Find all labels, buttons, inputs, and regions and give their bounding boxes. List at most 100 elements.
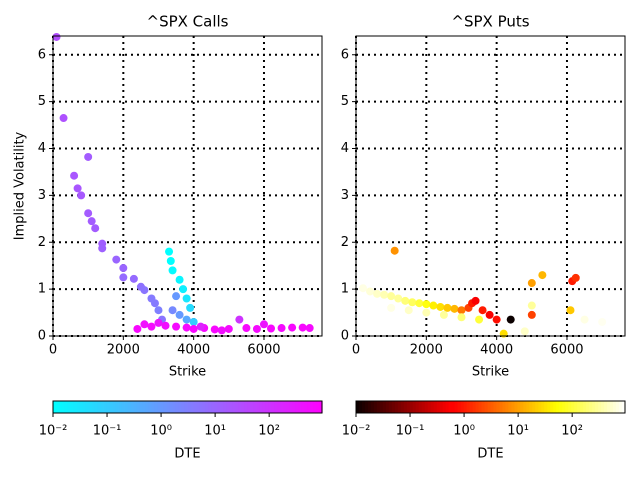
colorbar-tick-label: 10⁻² [39, 424, 68, 439]
point [259, 320, 268, 329]
colorbar-segment [556, 401, 560, 413]
point [475, 315, 484, 324]
colorbar-segment [178, 401, 183, 413]
colorbar-tick-label: 10⁻² [342, 424, 371, 439]
colorbar-segment [424, 401, 429, 413]
colorbar-segment [460, 401, 465, 413]
colorbar-segment [481, 401, 486, 413]
colorbar-segment [196, 401, 201, 413]
colorbar-segment [226, 401, 230, 413]
point [52, 32, 61, 41]
colorbar-segment [112, 401, 117, 413]
colorbar-segment [523, 401, 527, 413]
colorbar-segment [91, 401, 96, 413]
y-tick-label: 6 [38, 47, 46, 62]
colorbar-segment [238, 401, 242, 413]
colorbar-segment [382, 401, 387, 413]
colorbar-segment [130, 401, 135, 413]
colorbar-segment [121, 401, 126, 413]
colorbar-segment [610, 401, 614, 413]
colorbar-segment [214, 401, 218, 413]
colorbar-tick-label: 10⁻¹ [93, 424, 122, 439]
point [179, 285, 188, 294]
point [457, 313, 466, 322]
point [506, 315, 515, 324]
point [235, 315, 244, 324]
colorbar-tick-label: 10⁻¹ [396, 424, 425, 439]
colorbar-segment [148, 401, 153, 413]
y-axis-label: Implied Volatility [13, 131, 28, 240]
point [267, 324, 276, 333]
colorbar-segment [559, 401, 563, 413]
colorbar-segment [139, 401, 144, 413]
x-axis-label: Strike [169, 365, 206, 380]
point [598, 317, 607, 326]
colorbar-segment [103, 401, 108, 413]
point [189, 324, 198, 333]
colorbar-segment [172, 401, 177, 413]
point [478, 306, 487, 315]
point [172, 322, 181, 331]
colorbar-segment [574, 401, 578, 413]
colorbar-segment [547, 401, 551, 413]
point [359, 284, 368, 293]
colorbar-segment [250, 401, 254, 413]
colorbar-segment [487, 401, 492, 413]
colorbar-segment [313, 401, 317, 413]
x-tick-label: 0 [49, 343, 57, 358]
point [119, 273, 128, 282]
point [404, 306, 413, 315]
point [439, 310, 448, 319]
point [380, 290, 389, 299]
colorbar-segment [356, 401, 360, 413]
colorbar-segment [379, 401, 384, 413]
point [298, 323, 307, 332]
colorbar-segment [205, 401, 210, 413]
point [70, 171, 79, 180]
colorbar-segment [85, 401, 90, 413]
colorbar-segment [79, 401, 84, 413]
point [527, 310, 536, 319]
colorbar-segment [289, 401, 293, 413]
colorbar-segment [280, 401, 284, 413]
colorbar-segment [475, 401, 480, 413]
colorbar-segment [619, 401, 623, 413]
colorbar-segment [109, 401, 114, 413]
point [166, 257, 175, 265]
colorbar-segment [229, 401, 233, 413]
colorbar-segment [505, 401, 510, 413]
colorbar-segment [502, 401, 507, 413]
colorbar-segment [604, 401, 608, 413]
y-tick-label: 2 [38, 235, 46, 250]
colorbar-segment [298, 401, 302, 413]
colorbar-segment [391, 401, 396, 413]
colorbar-segment [160, 401, 165, 413]
colorbar-segment [316, 401, 320, 413]
point [471, 296, 480, 305]
point [150, 299, 159, 308]
point [210, 325, 219, 334]
colorbar-segment [274, 401, 278, 413]
colorbar-segment [385, 401, 390, 413]
point [73, 184, 82, 193]
point [429, 301, 438, 310]
point [277, 324, 286, 333]
x-tick-label: 4000 [480, 343, 513, 358]
colorbar-segment [484, 401, 489, 413]
colorbar-segment [118, 401, 123, 413]
point [84, 152, 93, 161]
colorbar-segment [517, 401, 521, 413]
colorbar-segment [601, 401, 605, 413]
colorbar-segment [277, 401, 281, 413]
y-tick-label: 1 [341, 282, 349, 297]
colorbar-segment [169, 401, 174, 413]
colorbar-segment [262, 401, 266, 413]
colorbar-segment [187, 401, 192, 413]
colorbar-label: DTE [477, 447, 503, 462]
axes-frame [355, 35, 626, 337]
colorbar-segment [82, 401, 87, 413]
point [387, 292, 396, 301]
point [401, 296, 410, 305]
colorbar-segment [607, 401, 611, 413]
colorbar-segment [100, 401, 105, 413]
